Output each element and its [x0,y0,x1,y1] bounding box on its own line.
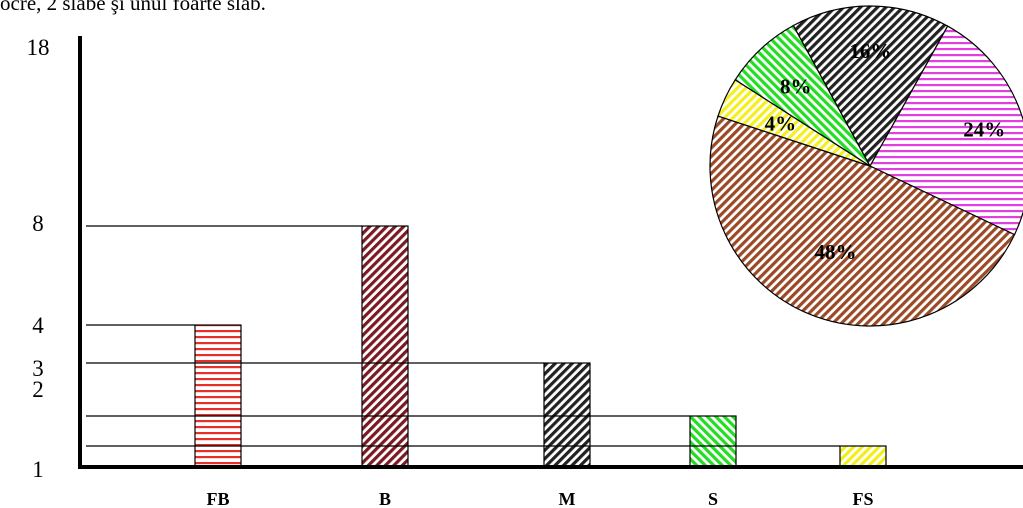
x-tick-label-fs: FS [852,489,873,508]
pie-chart: 24%48%4%8%16% [709,5,1023,327]
bar-fs [839,445,887,467]
y-tick-label-2: 2 [32,377,44,402]
pie-slice-24-percent [869,25,1023,236]
y-tick-label-1: 1 [32,457,44,482]
pie-label-48-percent: 48% [815,240,857,264]
bar-s [689,415,737,467]
pie-slice-48-percent [709,115,1016,327]
y-tick-label-8: 8 [32,211,44,236]
x-tick-label-m: M [559,489,576,508]
bar-m [543,362,591,467]
bar-chart: 1 23 4 8 18 FB B M S FS [27,35,1023,508]
pie-label-16-percent: 16% [849,39,891,63]
x-tick-label-s: S [708,489,718,508]
y-tick-label-18: 18 [27,35,50,60]
bar-fb [194,324,242,467]
x-tick-label-fb: FB [206,489,229,508]
caption-text: ocre, 2 slabe şi unul foarte slab. [0,0,266,15]
x-tick-label-b: B [379,489,391,508]
bar-b [361,225,409,467]
y-tick-label-4: 4 [32,313,44,338]
pie-label-8-percent: 8% [780,74,812,98]
pie-slice-16-percent [792,5,949,168]
y-tick-label-3: 3 [32,356,44,381]
pie-label-24-percent: 24% [963,117,1005,141]
